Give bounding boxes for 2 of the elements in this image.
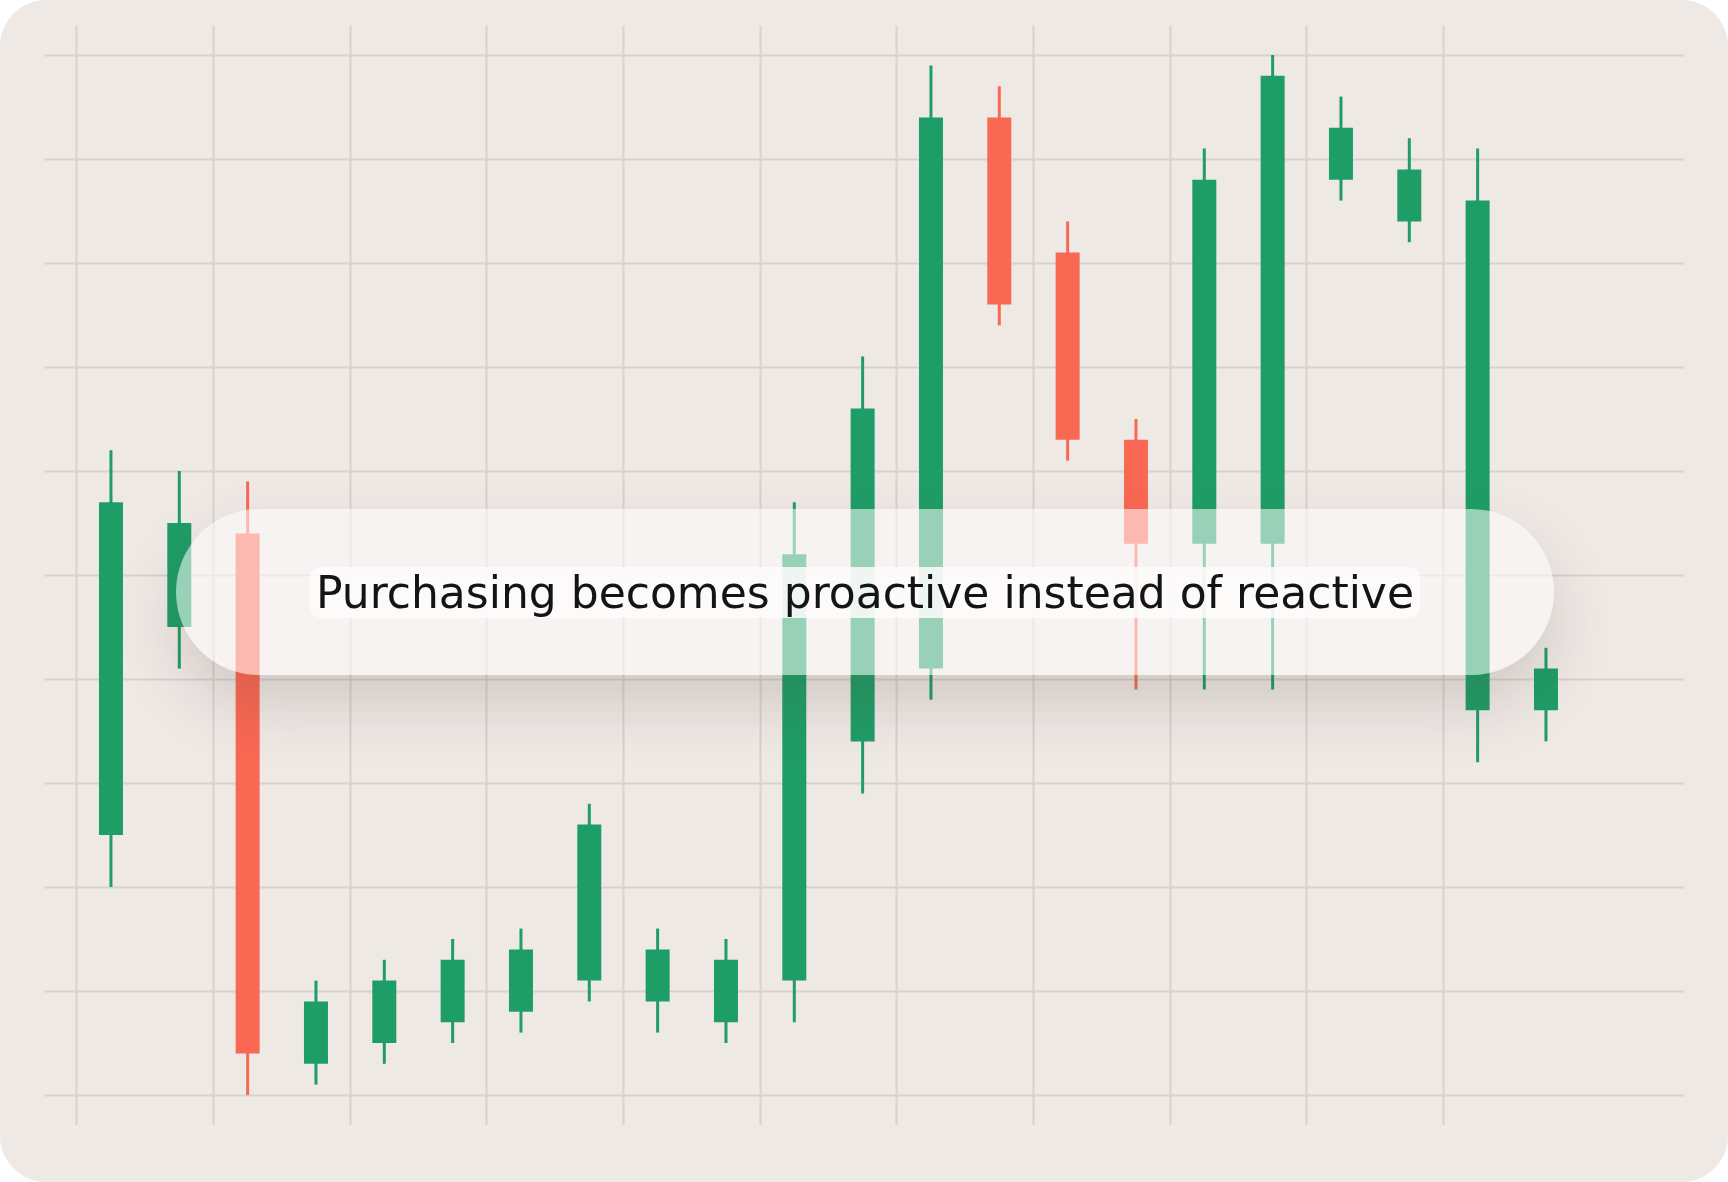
annotation: Purchasing becomes proactive instead of reactive	[310, 566, 1420, 618]
text-callout: Purchasing becomes proactive instead of reactive	[176, 509, 1554, 675]
